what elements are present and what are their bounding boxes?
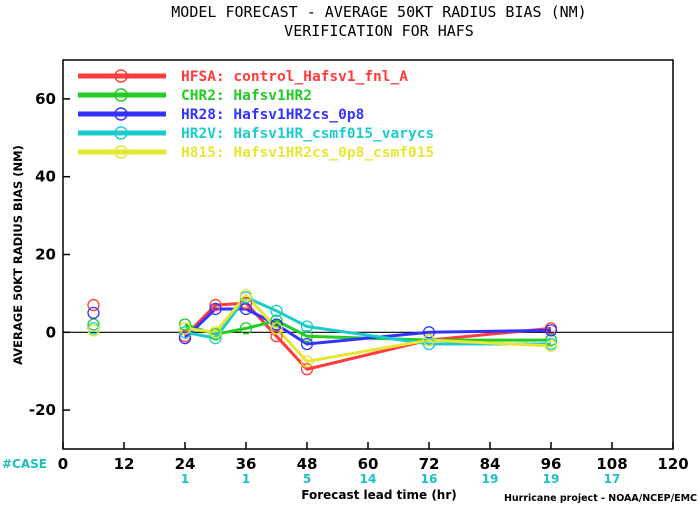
x-axis: 0 12 24 36 48 60 72 84 96 108 120	[58, 442, 689, 473]
data-point-hr28	[209, 302, 222, 316]
y-tick-label: 40	[35, 168, 56, 186]
case-count: 5	[303, 472, 311, 486]
data-point-h815	[209, 326, 222, 339]
x-tick-label: 36	[236, 455, 257, 473]
data-point-h815	[87, 324, 100, 337]
series-markers	[87, 289, 558, 376]
data-point-chr2	[270, 314, 283, 327]
legend-entry-hr28: HR28: Hafsv1HR2cs_0p8	[181, 107, 364, 123]
data-point-hr2v	[178, 326, 192, 339]
legend-marker	[114, 88, 128, 102]
case-count: 16	[421, 472, 438, 486]
x-axis-label: Forecast lead time (hr)	[301, 488, 457, 502]
data-point-hr2v	[300, 320, 314, 333]
legend-entry-chr2: CHR2: Hafsv1HR2	[181, 88, 312, 104]
chart-subtitle: VERIFICATION FOR HAFS	[284, 22, 474, 40]
x-tick-label: 24	[175, 455, 196, 473]
x-tick-label: 96	[541, 455, 562, 473]
x-tick-label: 84	[480, 455, 501, 473]
legend-marker	[114, 69, 128, 83]
credit-text: Hurricane project - NOAA/NCEP/EMC	[504, 493, 697, 504]
x-tick-label: 120	[657, 455, 688, 473]
data-point-chr2	[87, 318, 100, 331]
case-count: 19	[482, 472, 499, 486]
legend-marker	[114, 145, 128, 159]
data-point-hr28	[239, 302, 253, 316]
case-count: 14	[360, 472, 377, 486]
data-point-hfsa	[239, 296, 253, 310]
x-tick-label: 0	[58, 455, 68, 473]
data-point-hfsa	[300, 363, 314, 376]
data-point-h815	[270, 322, 283, 335]
x-tick-label: 72	[419, 455, 440, 473]
data-point-h815	[239, 289, 253, 302]
y-tick-label: -20	[29, 401, 56, 419]
data-point-hr28	[270, 318, 283, 331]
x-tick-label: 12	[114, 455, 135, 473]
data-point-hr2v	[270, 304, 283, 318]
data-point-chr2	[300, 330, 314, 343]
data-point-hr28	[87, 306, 100, 320]
data-point-h815	[178, 322, 192, 335]
y-tick-label: 20	[35, 246, 56, 264]
chart-title: MODEL FORECAST - AVERAGE 50KT RADIUS BIA…	[171, 3, 586, 21]
x-tick-label: 108	[596, 455, 627, 473]
x-tick-label: 48	[297, 455, 318, 473]
data-point-hfsa	[209, 298, 222, 312]
legend-entry-hr2v: HR2V: Hafsv1HR_csmf015_varycs	[181, 126, 434, 142]
data-point-hr28	[300, 337, 314, 351]
data-point-hr28	[178, 331, 192, 345]
case-count: 17	[604, 472, 621, 486]
case-row: #CASE 1 1 5 14 16 19 19 17	[2, 457, 620, 486]
data-point-h815	[300, 355, 314, 368]
case-label: #CASE	[2, 457, 47, 471]
data-point-hfsa	[270, 330, 283, 343]
data-point-chr2	[544, 333, 558, 347]
legend-marker	[114, 107, 128, 121]
y-axis-label: AVERAGE 50KT RADIUS BIAS (NM)	[11, 145, 25, 365]
data-point-chr2	[239, 322, 253, 335]
x-tick-label: 60	[358, 455, 379, 473]
data-point-h815	[544, 339, 558, 353]
legend-marker	[114, 126, 128, 140]
legend-entry-hfsa: HFSA: control_Hafsv1_fnl_A	[181, 69, 408, 85]
case-count: 1	[181, 472, 189, 486]
data-point-chr2	[178, 318, 192, 331]
legend-entry-h815: H815: Hafsv1HR2cs_0p8_csmf015	[181, 145, 434, 161]
legend: HFSA: control_Hafsv1_fnl_A CHR2: Hafsv1HR…	[78, 69, 434, 161]
data-point-h815	[422, 333, 436, 347]
data-point-hfsa	[87, 298, 100, 312]
data-point-hr28	[422, 326, 436, 339]
data-point-hr28	[544, 324, 558, 337]
data-point-hr2v	[422, 337, 436, 351]
y-tick-label: 0	[46, 323, 56, 341]
series-line-hr28	[183, 307, 552, 346]
y-tick-label: 60	[35, 90, 56, 108]
case-count: 1	[242, 472, 250, 486]
case-count: 19	[543, 472, 560, 486]
y-axis: -20 0 20 40 60	[29, 90, 70, 419]
plot-area	[62, 59, 674, 450]
data-point-hr2v	[209, 331, 222, 345]
